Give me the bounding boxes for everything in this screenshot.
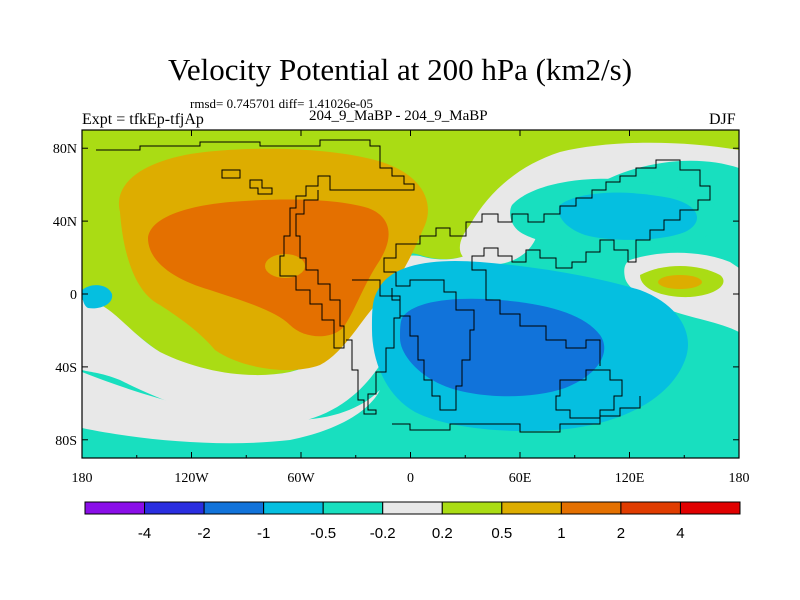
- y-tick-label: 80S: [55, 434, 77, 449]
- season-label: DJF: [709, 111, 736, 128]
- colorbar-swatch: [203, 501, 265, 515]
- experiment-label: Expt = tfkEp-tfjAp: [82, 111, 204, 128]
- rmsd-diff-stats: rmsd= 0.745701 diff= 1.41026e-05: [190, 96, 374, 111]
- contour-inner-spot: [265, 254, 305, 278]
- x-tick-label: 60W: [287, 471, 315, 486]
- y-tick-label: 40S: [55, 361, 77, 376]
- colorbar: -4 -2 -1 -0.5 -0.2 0.2 0.5 1 2 4: [84, 501, 741, 542]
- colorbar-swatch: [322, 501, 384, 515]
- x-tick-label: 0: [407, 471, 414, 486]
- x-tick-label: 120E: [615, 471, 645, 486]
- colorbar-swatch: [679, 501, 741, 515]
- colorbar-label: -0.5: [310, 525, 336, 542]
- colorbar-swatch: [620, 501, 681, 515]
- x-tick-label: 180: [72, 471, 93, 486]
- colorbar-swatch: [441, 501, 503, 515]
- colorbar-label: 4: [676, 525, 684, 542]
- colorbar-label: -0.2: [370, 525, 396, 542]
- colorbar-label: 0.5: [491, 525, 512, 542]
- contour-negative-north-core: [558, 192, 697, 240]
- coastlines: [96, 139, 711, 433]
- run-ids-label: 204_9_MaBP - 204_9_MaBP: [309, 108, 488, 124]
- contour-field: [82, 130, 739, 458]
- x-tick-label: 180: [729, 471, 750, 486]
- contour-negative-min: [400, 298, 605, 397]
- contour-negative-west: [82, 285, 113, 309]
- x-tick-label: 120W: [174, 471, 209, 486]
- colorbar-swatch: [84, 501, 146, 515]
- colorbar-swatch: [501, 501, 562, 515]
- coastline-australia: [555, 369, 623, 419]
- y-tick-label: 40N: [53, 215, 77, 230]
- y-tick-label: 0: [70, 288, 77, 303]
- coastline-europe-asia: [404, 159, 711, 366]
- coastline-antarctica: [392, 396, 641, 433]
- coastline-greenland-east: [221, 169, 241, 179]
- colorbar-swatch: [263, 501, 324, 515]
- colorbar-label: -4: [138, 525, 151, 542]
- coastline-africa: [383, 243, 475, 411]
- colorbar-swatch: [144, 501, 205, 515]
- coastline-north-america: [96, 139, 415, 349]
- colorbar-label: 1: [557, 525, 565, 542]
- colorbar-label: 0.2: [432, 525, 453, 542]
- colorbar-label: -2: [197, 525, 210, 542]
- x-tick-label: 60E: [509, 471, 532, 486]
- contour-nearzero-west: [82, 188, 560, 425]
- colorbar-label: -1: [257, 525, 270, 542]
- plot-title: Velocity Potential at 200 hPa (km2/s): [167, 52, 633, 87]
- contour-positive-pacific-core: [658, 275, 702, 289]
- contour-nearzero-south: [82, 372, 380, 444]
- y-tick-label: 80N: [53, 142, 77, 157]
- x-axis: 180 120W 60W 0 60E 120E 180: [72, 130, 750, 486]
- y-axis: 80N 40N 0 40S 80S: [53, 142, 739, 449]
- coastline-greenland: [249, 179, 273, 195]
- colorbar-swatch: [382, 501, 443, 515]
- colorbar-label: 2: [617, 525, 625, 542]
- colorbar-swatch: [560, 501, 622, 515]
